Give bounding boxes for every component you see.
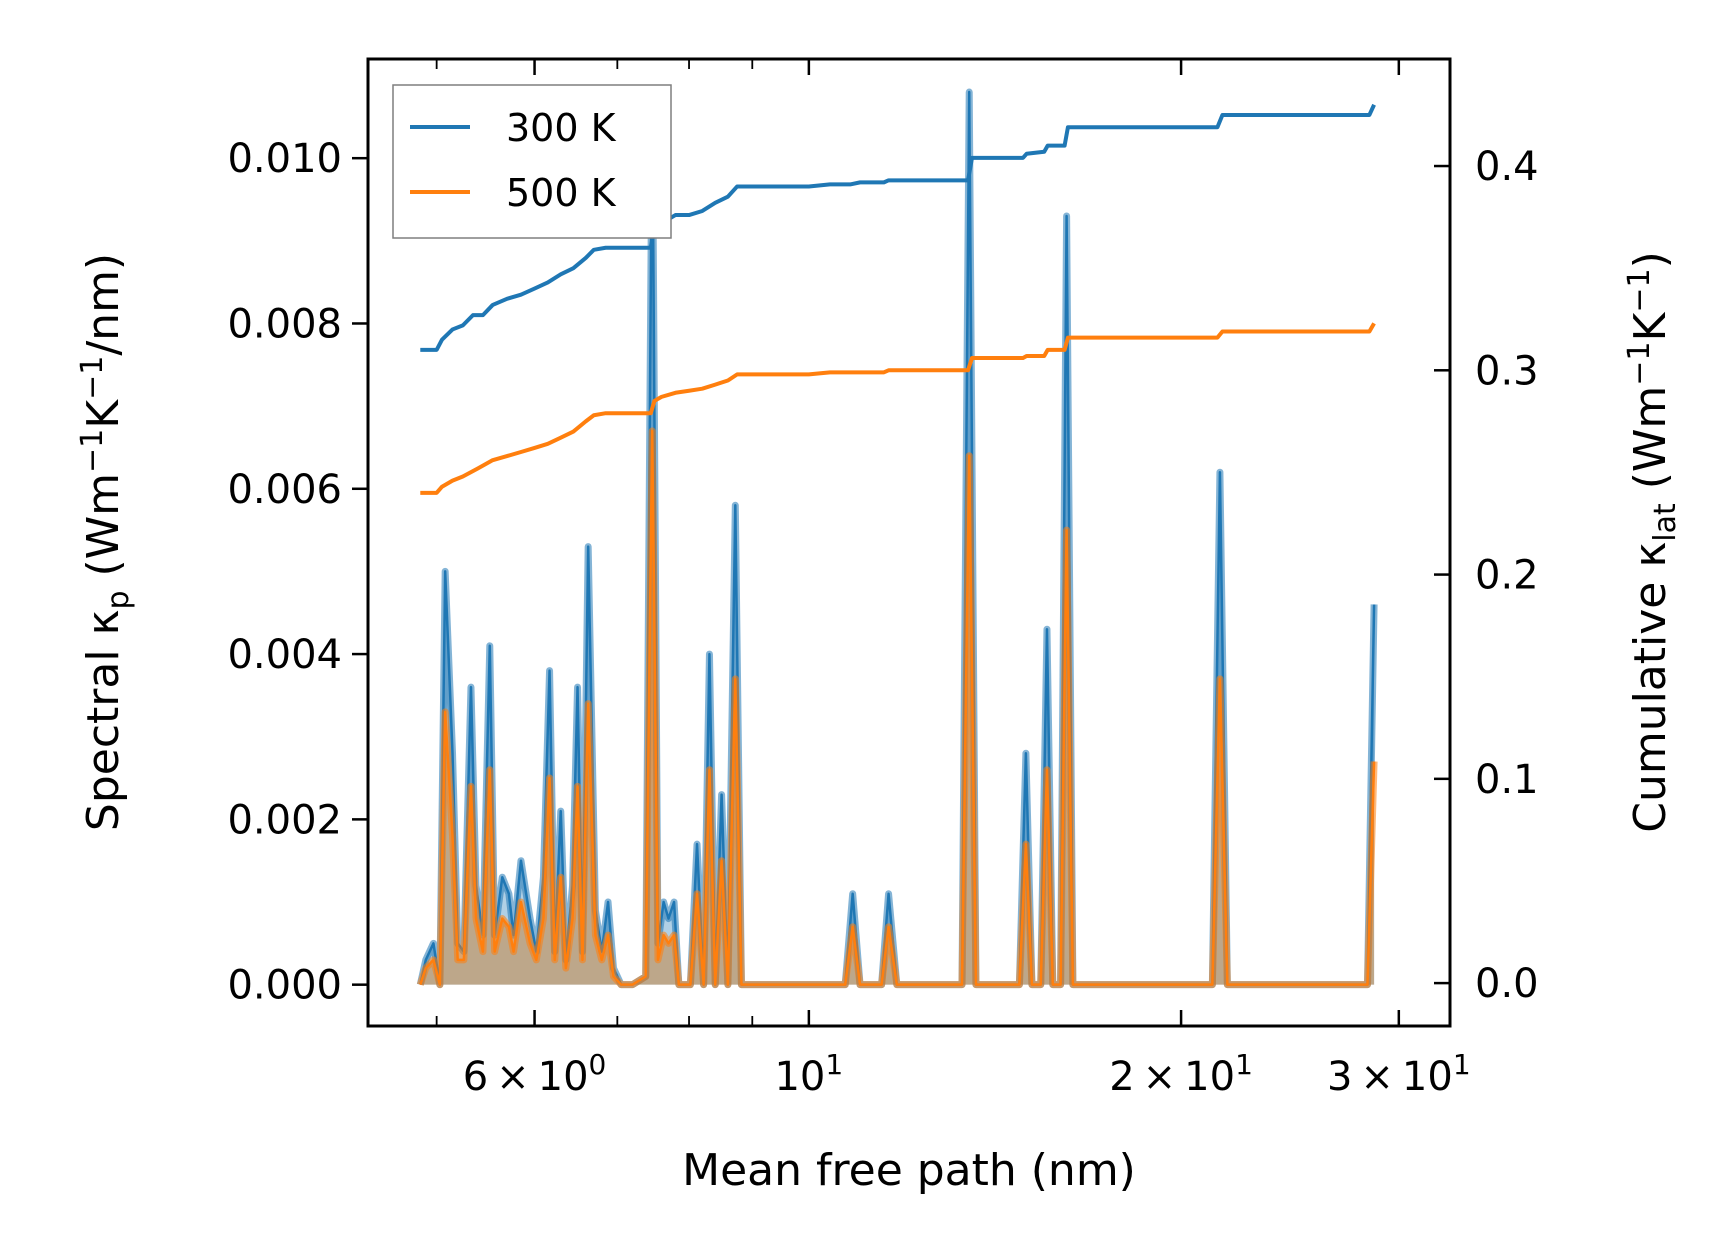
left-y-tick-label: 0.000	[227, 963, 342, 1009]
left-axis-title-unit: (Wm	[78, 473, 129, 591]
legend-label-300k: 300 K	[506, 106, 617, 150]
x-tick-label-base: 3 × 10	[1327, 1054, 1453, 1100]
right-y-tick-label: 0.2	[1475, 553, 1539, 599]
right-axis-title: Cumulative κlat (Wm−1K−1)	[1622, 251, 1683, 833]
left-y-tick-label: 0.004	[227, 632, 342, 678]
right-axis-title-k: K	[1625, 311, 1676, 341]
right-y-tick-label: 0.4	[1475, 144, 1539, 190]
left-axis-title-sub: p	[101, 590, 136, 609]
series-line-layer	[416, 88, 1378, 989]
x-tick-label: 2 × 101	[1109, 1048, 1253, 1100]
tick-layer: 0.000 0.002 0.004 0.006 0.008 0.010 0.0 0.1 0.2 0…	[227, 59, 1539, 1100]
left-axis-title-exp2: −1	[75, 356, 110, 400]
right-axis-title-exp1: −1	[1622, 341, 1657, 385]
right-axis-title-unit: (Wm	[1625, 386, 1676, 504]
right-axis-title-sub: lat	[1648, 503, 1683, 542]
right-axis-title-exp2: −1	[1622, 268, 1657, 312]
left-y-tick-label: 0.002	[227, 797, 342, 843]
right-y-tick-label: 0.0	[1475, 961, 1539, 1007]
cumulative-line-300k	[420, 103, 1376, 352]
x-tick-label-base: 6 × 10	[463, 1054, 589, 1100]
left-axis-title-main: Spectral κ	[78, 610, 129, 832]
x-tick-label-exponent: 1	[1453, 1048, 1471, 1081]
left-axis-title-exp1: −1	[75, 429, 110, 473]
x-tick-label-exponent: 1	[1235, 1048, 1253, 1081]
left-y-tick-label: 0.008	[227, 301, 342, 347]
left-y-tick-label: 0.010	[227, 136, 342, 182]
cumulative-line-500k	[420, 322, 1376, 495]
x-tick-label-base: 10	[774, 1054, 825, 1100]
legend-box	[392, 84, 672, 239]
x-tick-label: 3 × 101	[1327, 1048, 1471, 1100]
left-axis-title-k: K	[78, 399, 129, 429]
legend-label-500k: 500 K	[506, 171, 617, 215]
x-tick-label: 6 × 100	[463, 1048, 607, 1100]
x-axis-title: Mean free path (nm)	[682, 1145, 1136, 1196]
left-axis-title-close: /nm)	[78, 253, 129, 356]
x-tick-label: 101	[774, 1048, 843, 1100]
right-y-tick-label: 0.3	[1475, 348, 1539, 394]
right-axis-title-close: )	[1625, 251, 1676, 268]
x-tick-label-exponent: 1	[825, 1048, 843, 1081]
left-axis-title: Spectral κp (Wm−1K−1/nm)	[75, 253, 136, 831]
right-axis-title-main: Cumulative κ	[1625, 542, 1676, 833]
legend: 300 K 500 K	[392, 84, 672, 239]
right-y-tick-label: 0.1	[1475, 757, 1539, 803]
x-tick-label-base: 2 × 10	[1109, 1054, 1235, 1100]
spectral-line-500k	[419, 429, 1376, 986]
x-tick-label-exponent: 0	[589, 1048, 607, 1081]
left-y-tick-label: 0.006	[227, 467, 342, 513]
plot-frame	[366, 57, 1452, 1028]
